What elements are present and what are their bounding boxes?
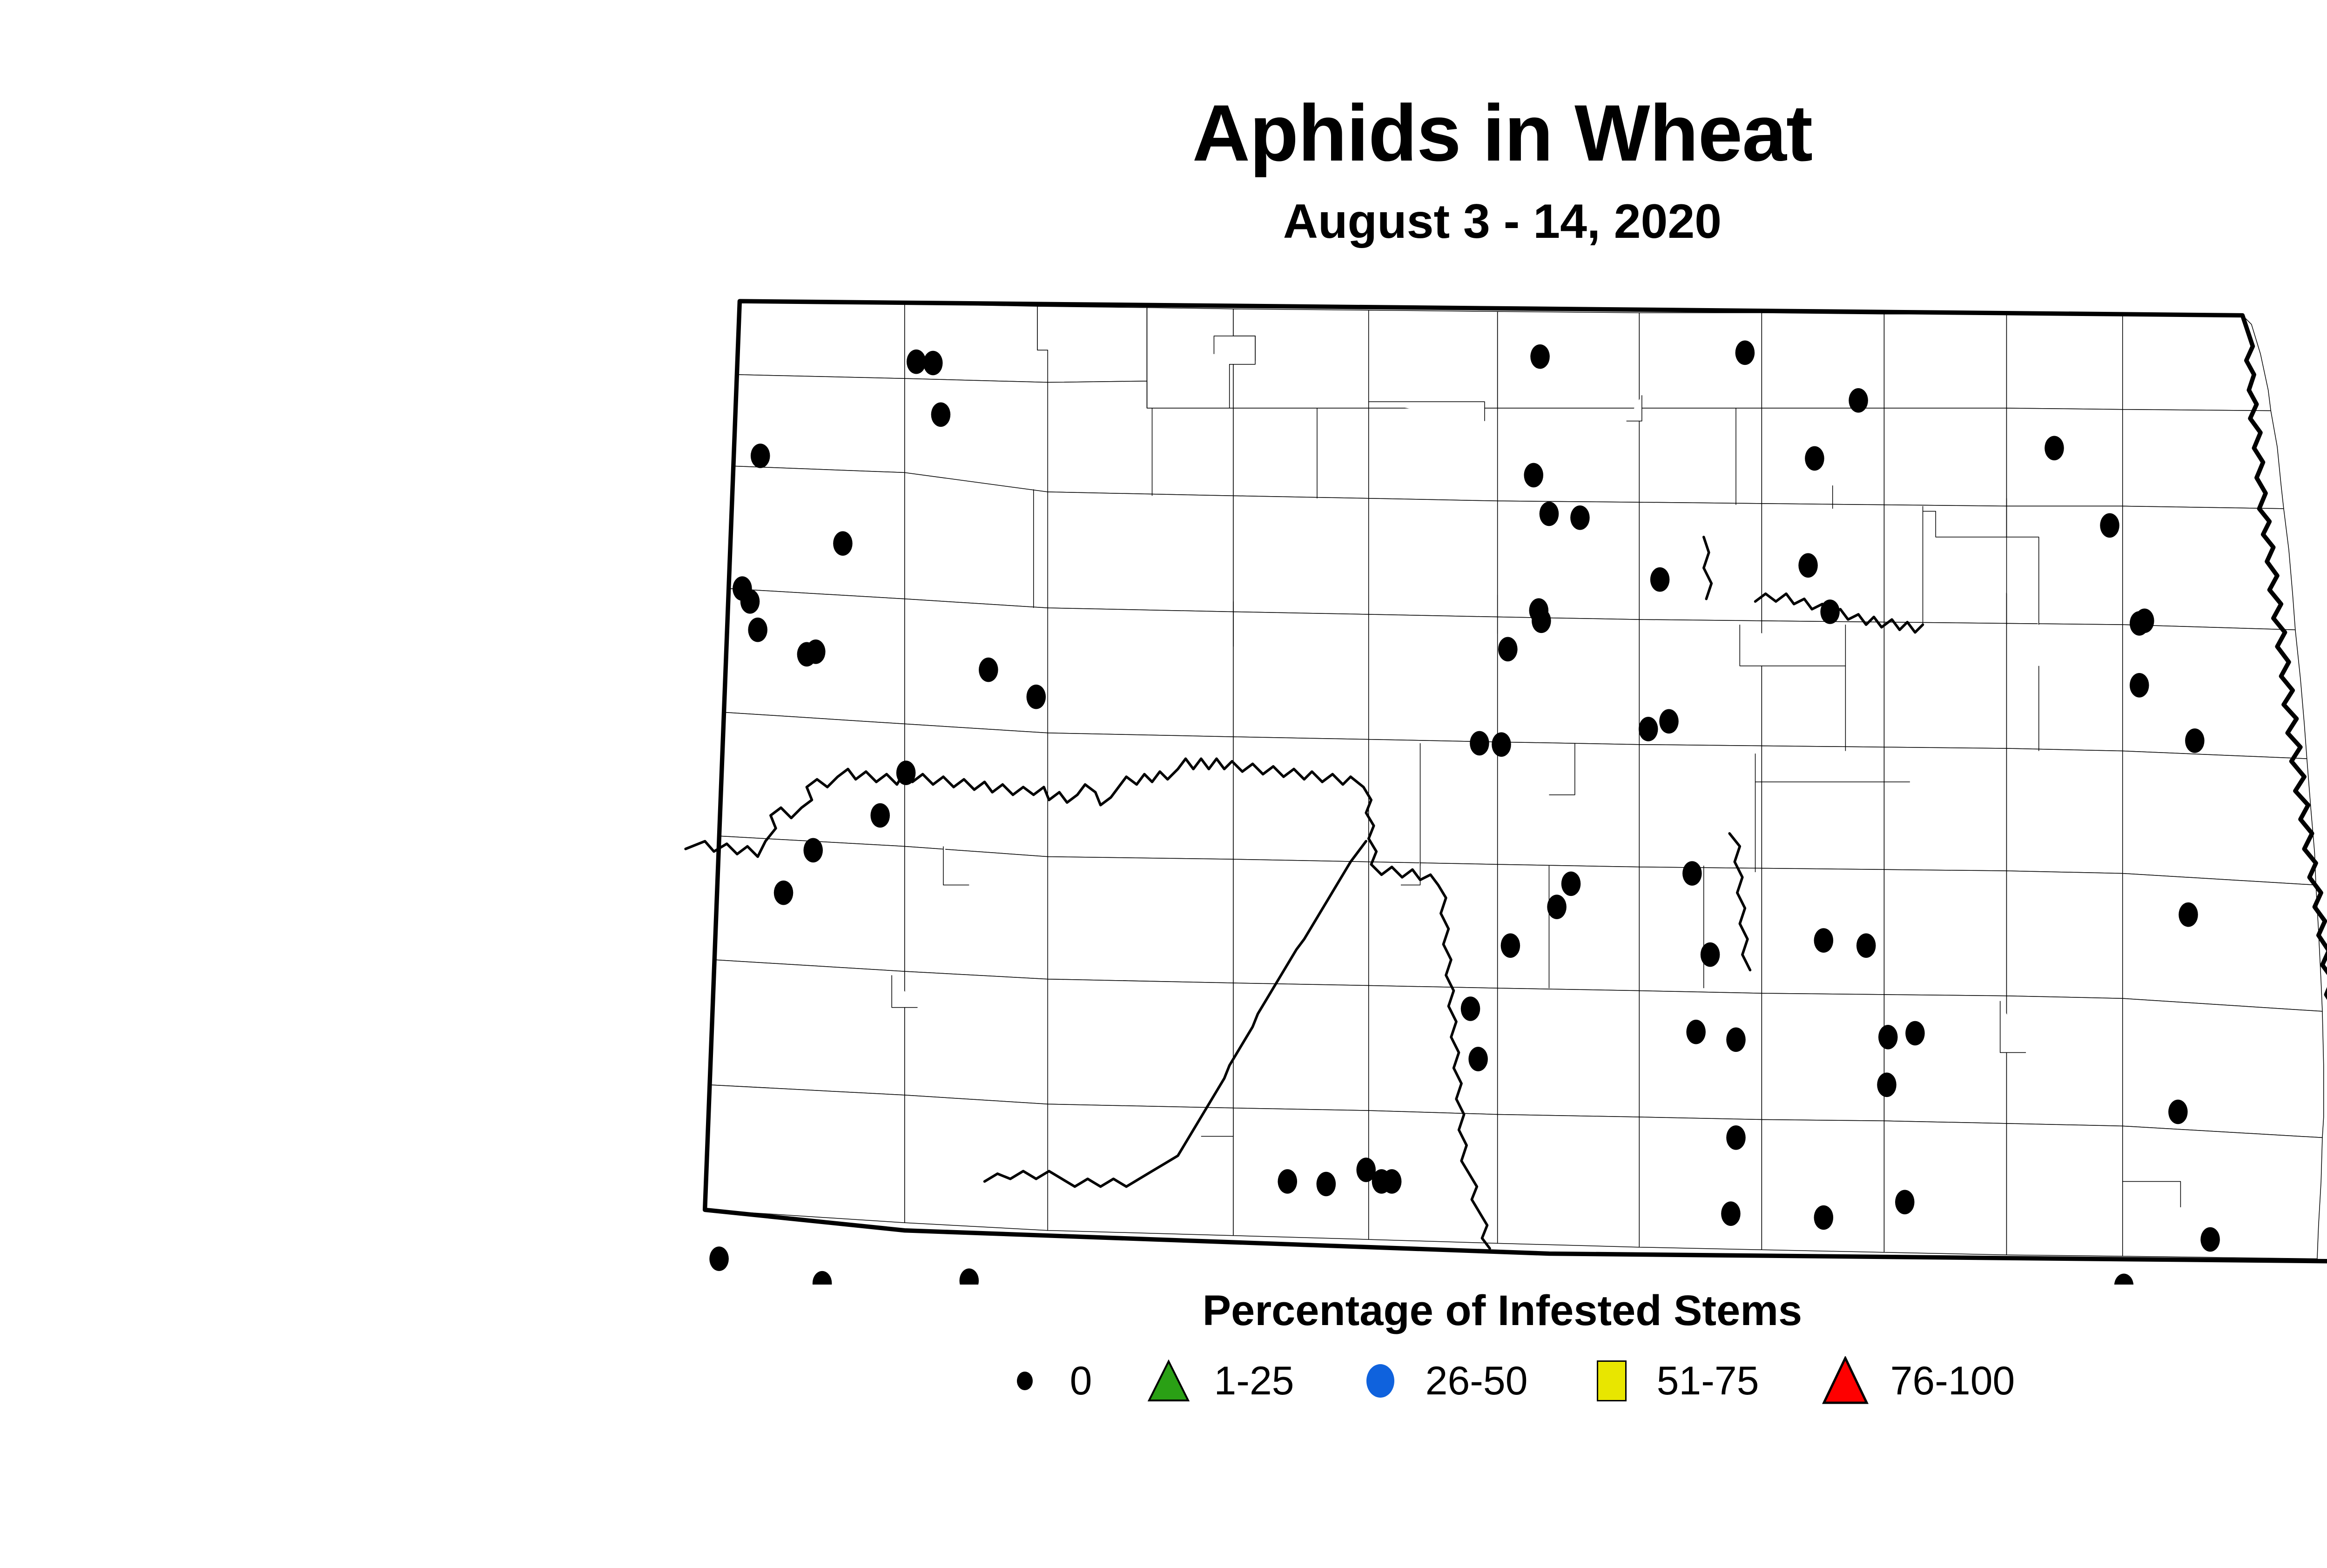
green-triangle-icon (1134, 1359, 1204, 1402)
survey-site-marker[interactable] (979, 657, 998, 682)
missouri-river (1349, 775, 1491, 1250)
page-title: Aphids in Wheat (1192, 88, 1813, 178)
survey-site-marker[interactable] (1460, 996, 1480, 1021)
legend-item-0[interactable]: 0 (990, 1361, 1092, 1401)
survey-site-marker[interactable] (1316, 1171, 1336, 1197)
survey-site-marker[interactable] (1805, 446, 1824, 471)
legend-label-1: 1-25 (1214, 1359, 1294, 1403)
survey-site-marker[interactable] (1570, 505, 1590, 530)
survey-site-marker[interactable] (1721, 1201, 1741, 1226)
survey-site-marker[interactable] (1539, 501, 1559, 526)
legend-item-3[interactable]: 51-75 (1577, 1360, 1759, 1401)
survey-site-marker[interactable] (1278, 1169, 1298, 1194)
survey-site-marker[interactable] (1877, 1072, 1897, 1097)
yellow-square-icon (1577, 1360, 1647, 1401)
red-triangle-icon (1810, 1356, 1880, 1406)
legend-title: Percentage of Infested Stems (1202, 1287, 1802, 1334)
legend-label-0: 0 (1069, 1359, 1092, 1403)
survey-site-marker[interactable] (2045, 436, 2064, 461)
james-river (1702, 536, 1713, 600)
survey-site-marker[interactable] (1878, 1025, 1898, 1050)
survey-site-marker[interactable] (740, 589, 760, 614)
legend-label-2: 26-50 (1425, 1359, 1528, 1403)
survey-site-marker[interactable] (1814, 1205, 1834, 1230)
survey-site-marker[interactable] (931, 402, 951, 427)
survey-site-marker[interactable] (1700, 942, 1720, 967)
title-block: Aphids in Wheat August 3 - 14, 2020 (0, 93, 2327, 246)
survey-site-marker[interactable] (803, 838, 823, 863)
survey-site-marker[interactable] (1895, 1190, 1915, 1215)
survey-site-marker[interactable] (1726, 1027, 1746, 1052)
survey-site-marker[interactable] (1547, 895, 1567, 919)
survey-site-marker[interactable] (709, 1246, 729, 1271)
survey-site-marker[interactable] (2179, 902, 2198, 927)
survey-site-marker[interactable] (923, 350, 943, 376)
legend-item-4[interactable]: 76-100 (1810, 1356, 2015, 1406)
survey-site-marker[interactable] (1798, 553, 1818, 578)
survey-site-marker[interactable] (2135, 608, 2154, 633)
map-svg (684, 299, 2327, 1285)
survey-site-marker[interactable] (1532, 608, 1551, 633)
survey-site-marker[interactable] (1638, 717, 1658, 741)
survey-site-marker[interactable] (1356, 1157, 1376, 1182)
survey-site-marker[interactable] (2130, 673, 2149, 698)
black-dot-icon (990, 1372, 1060, 1390)
survey-site-marker[interactable] (1470, 731, 1489, 756)
survey-site-marker[interactable] (1849, 388, 1868, 413)
survey-site-marker[interactable] (907, 349, 926, 374)
lake-sakakawea (684, 757, 1352, 858)
survey-site-marker[interactable] (1905, 1021, 1925, 1046)
survey-site-marker[interactable] (1382, 1169, 1402, 1194)
survey-site-marker[interactable] (2185, 728, 2205, 753)
survey-site-marker[interactable] (1686, 1019, 1706, 1044)
survey-site-marker[interactable] (2168, 1099, 2188, 1124)
survey-site-marker[interactable] (1468, 1047, 1488, 1071)
survey-site-marker[interactable] (806, 639, 826, 664)
legend-label-4: 76-100 (1890, 1359, 2015, 1403)
survey-site-markers[interactable] (709, 340, 2266, 1285)
survey-site-marker[interactable] (1500, 933, 1520, 958)
survey-site-marker[interactable] (2200, 1227, 2220, 1252)
page-subtitle: August 3 - 14, 2020 (1283, 195, 1722, 249)
survey-site-marker[interactable] (896, 760, 916, 785)
survey-site-marker[interactable] (748, 617, 767, 642)
survey-site-marker[interactable] (773, 880, 794, 905)
survey-site-marker[interactable] (2114, 1273, 2134, 1285)
survey-site-marker[interactable] (1856, 933, 1876, 958)
survey-site-marker[interactable] (1524, 463, 1543, 488)
survey-site-marker[interactable] (1820, 599, 1840, 624)
legend-item-1[interactable]: 1-25 (1134, 1359, 1294, 1402)
survey-site-marker[interactable] (2100, 513, 2119, 538)
state-outline (702, 299, 2327, 1264)
devils-lake (1754, 592, 1924, 634)
survey-site-marker[interactable] (1814, 928, 1834, 953)
survey-site-marker[interactable] (1726, 1125, 1746, 1150)
survey-site-marker[interactable] (1659, 709, 1679, 734)
survey-site-marker[interactable] (833, 531, 853, 556)
legend-item-2[interactable]: 26-50 (1345, 1361, 1528, 1401)
survey-site-marker[interactable] (870, 803, 890, 828)
blue-circle-icon (1345, 1364, 1415, 1398)
north-dakota-map[interactable] (642, 279, 2327, 1285)
survey-site-marker[interactable] (1530, 344, 1550, 369)
survey-site-marker[interactable] (1735, 340, 1755, 365)
survey-site-marker[interactable] (812, 1271, 832, 1285)
survey-site-marker[interactable] (959, 1268, 979, 1285)
water-layer (684, 536, 1924, 1250)
survey-site-marker[interactable] (1498, 637, 1518, 662)
survey-site-marker[interactable] (1682, 861, 1702, 886)
legend-items: 0 1-25 26-50 51-75 (0, 1356, 2327, 1406)
survey-site-marker[interactable] (1492, 732, 1511, 757)
survey-site-marker[interactable] (1561, 871, 1581, 896)
sheyenne-river (1728, 832, 1752, 972)
legend-label-3: 51-75 (1656, 1359, 1759, 1403)
survey-site-marker[interactable] (750, 444, 770, 468)
map-legend: Percentage of Infested Stems 0 1-25 26-5… (0, 1289, 2327, 1406)
survey-site-marker[interactable] (1026, 684, 1046, 709)
little-missouri-river (983, 840, 1368, 1188)
survey-site-marker[interactable] (1650, 567, 1670, 592)
